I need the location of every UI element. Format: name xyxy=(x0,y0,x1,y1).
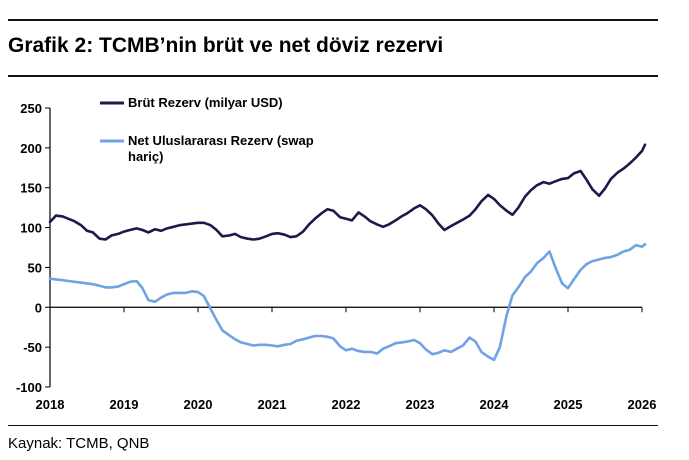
x-tick-label: 2021 xyxy=(258,397,287,412)
x-axis: 2018 2019 2020 2021 2022 2023 2024 2025 2026 xyxy=(36,306,657,412)
chart-title: Grafik 2: TCMB’nin brüt ve net döviz rez… xyxy=(8,34,444,57)
y-tick-label: 50 xyxy=(28,260,42,275)
legend-label-net: hariç) xyxy=(128,149,163,164)
x-tick-label: 2024 xyxy=(480,397,510,412)
y-tick-label: 250 xyxy=(20,101,42,116)
y-axis: 250 200 150 100 50 0 -50 -100 xyxy=(16,101,51,395)
title-rule xyxy=(8,75,658,77)
gross-reserve-line xyxy=(48,143,647,241)
x-tick-label: 2025 xyxy=(554,397,583,412)
legend-label-net: Net Uluslararası Rezerv (swap xyxy=(128,133,314,148)
legend: Brüt Rezerv (milyar USD) Net Uluslararası… xyxy=(100,95,314,164)
source-note: Kaynak: TCMB, QNB xyxy=(8,435,150,452)
y-tick-label: 100 xyxy=(20,221,42,236)
x-tick-label: 2022 xyxy=(332,397,361,412)
x-tick-label: 2023 xyxy=(406,397,435,412)
x-tick-label: 2026 xyxy=(628,397,657,412)
y-tick-label: 200 xyxy=(20,141,42,156)
y-tick-label: -100 xyxy=(16,380,42,395)
x-tick-label: 2020 xyxy=(184,397,213,412)
y-tick-label: 150 xyxy=(20,181,42,196)
bottom-rule xyxy=(8,425,658,426)
top-rule xyxy=(8,19,658,21)
series-lines xyxy=(48,143,647,362)
y-tick-label: -50 xyxy=(23,340,42,355)
net-reserve-line xyxy=(48,243,647,362)
y-tick-label: 0 xyxy=(35,300,42,315)
x-tick-label: 2019 xyxy=(110,397,139,412)
legend-label-gross: Brüt Rezerv (milyar USD) xyxy=(128,95,283,110)
x-tick-label: 2018 xyxy=(36,397,65,412)
